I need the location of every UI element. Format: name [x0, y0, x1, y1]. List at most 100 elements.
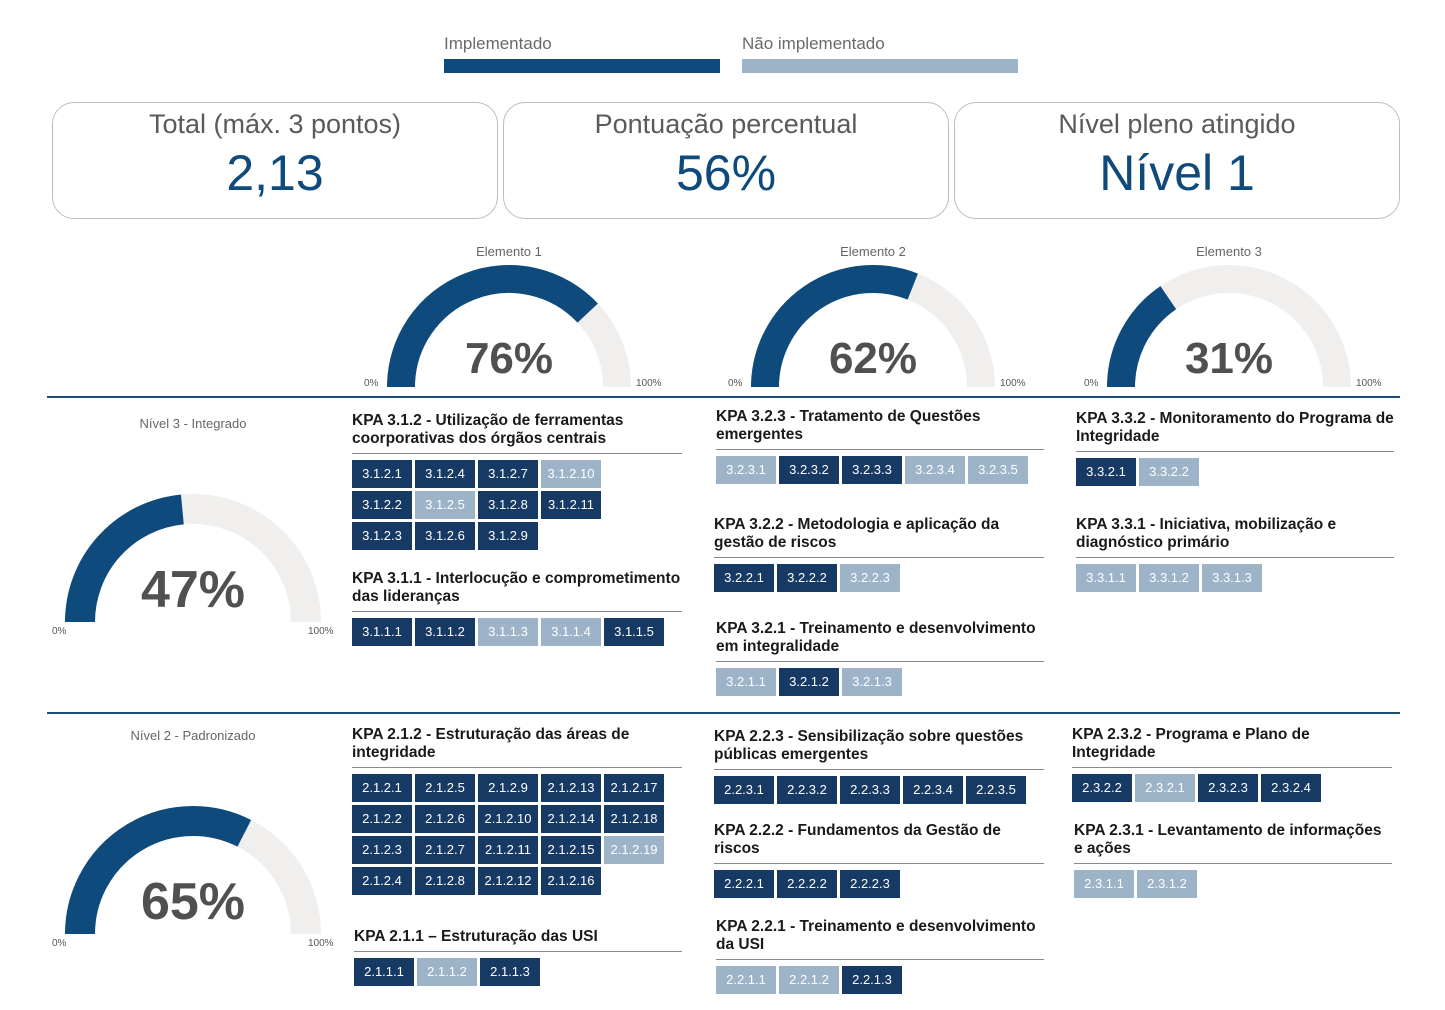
card-percentual: Pontuação percentual 56%: [503, 102, 949, 219]
card-nivel: Nível pleno atingido Nível 1: [954, 102, 1400, 219]
item-implemented: 2.1.2.10: [478, 805, 538, 833]
section-divider-nivel-3: [47, 396, 1400, 398]
item-implemented: 2.1.2.14: [541, 805, 601, 833]
item-implemented: 2.1.1.3: [480, 958, 540, 986]
kpa-title: KPA 2.1.2 - Estruturação das áreas de in…: [352, 726, 682, 768]
kpa-items: 2.1.1.1 2.1.1.2 2.1.1.3: [354, 958, 669, 986]
item-not-implemented: 3.3.2.2: [1139, 458, 1199, 486]
item-implemented: 2.1.2.2: [352, 805, 412, 833]
gauge-min-label: 0%: [728, 378, 743, 389]
kpa-title: KPA 2.3.2 - Programa e Plano de Integrid…: [1072, 726, 1392, 768]
kpa-items: 3.2.3.1 3.2.3.2 3.2.3.3 3.2.3.4 3.2.3.5: [716, 456, 1031, 484]
item-implemented: 3.2.2.2: [777, 564, 837, 592]
kpa-items: 2.2.2.1 2.2.2.2 2.2.2.3: [714, 870, 1029, 898]
item-not-implemented: 3.2.1.1: [716, 668, 776, 696]
gauge-elemento-2: Elemento 2 62% 0% 100%: [726, 242, 1036, 392]
kpa-items: 2.2.3.1 2.2.3.2 2.2.3.3 2.2.3.4 2.2.3.5: [714, 776, 1029, 804]
item-implemented: 2.1.2.13: [541, 774, 601, 802]
gauge-min-label: 0%: [52, 626, 67, 637]
item-not-implemented: 3.2.3.1: [716, 456, 776, 484]
item-implemented: 2.1.2.16: [541, 867, 601, 895]
gauge-title: Elemento 2: [840, 244, 906, 259]
item-not-implemented: 3.2.2.3: [840, 564, 900, 592]
legend-not-implemented-label: Não implementado: [742, 34, 885, 53]
item-implemented: 3.2.3.3: [842, 456, 902, 484]
item-implemented: 2.2.3.2: [777, 776, 837, 804]
item-not-implemented: 3.1.2.5: [415, 491, 475, 519]
item-implemented: 2.1.1.1: [354, 958, 414, 986]
item-not-implemented: 3.3.1.2: [1139, 564, 1199, 592]
item-not-implemented: 3.1.1.4: [541, 618, 601, 646]
item-implemented: 3.1.1.2: [415, 618, 475, 646]
item-implemented: 2.1.2.9: [478, 774, 538, 802]
item-not-implemented: 2.2.1.1: [716, 966, 776, 994]
item-implemented: 3.3.2.1: [1076, 458, 1136, 486]
gauge-max-label: 100%: [308, 938, 334, 949]
item-implemented: 2.1.2.7: [415, 836, 475, 864]
gauge-value: 31%: [1184, 334, 1274, 383]
gauge-max-label: 100%: [1356, 378, 1382, 389]
gauge-title: Elemento 3: [1196, 244, 1262, 259]
kpa-3-1-1: KPA 3.1.1 - Interlocução e comprometimen…: [352, 570, 682, 646]
item-implemented: 2.2.1.3: [842, 966, 902, 994]
gauge-fill: [65, 806, 252, 935]
gauge-max-label: 100%: [636, 378, 662, 389]
card-percentual-title: Pontuação percentual: [594, 109, 858, 139]
item-not-implemented: 3.1.1.3: [478, 618, 538, 646]
gauge-nivel-2: Nível 2 - Padronizado 65% 0% 100%: [50, 726, 350, 956]
item-implemented: 3.2.1.2: [779, 668, 839, 696]
card-total-value: 2,13: [226, 145, 324, 201]
item-not-implemented: 2.1.2.19: [604, 836, 664, 864]
item-implemented: 2.2.2.2: [777, 870, 837, 898]
gauge-svg: [751, 265, 995, 388]
item-implemented: 2.1.2.11: [478, 836, 538, 864]
gauge-max-label: 100%: [1000, 378, 1026, 389]
item-not-implemented: 3.2.3.4: [905, 456, 965, 484]
gauge-title: Nível 3 - Integrado: [139, 416, 247, 431]
gauge-elemento-1: Elemento 1 76% 0% 100%: [362, 242, 672, 392]
item-not-implemented: 2.3.2.1: [1135, 774, 1195, 802]
kpa-3-2-2: KPA 3.2.2 - Metodologia e aplicação da g…: [714, 516, 1044, 592]
item-implemented: 2.1.2.5: [415, 774, 475, 802]
kpa-title: KPA 3.2.3 - Tratamento de Questões emerg…: [716, 408, 1044, 450]
item-implemented: 2.1.2.4: [352, 867, 412, 895]
kpa-items: 2.3.1.1 2.3.1.2: [1074, 870, 1389, 898]
kpa-2-2-1: KPA 2.2.1 - Treinamento e desenvolviment…: [716, 918, 1044, 994]
kpa-title: KPA 3.1.1 - Interlocução e comprometimen…: [352, 570, 682, 612]
gauge-nivel-3: Nível 3 - Integrado 47% 0% 100%: [50, 414, 350, 644]
legend-not-implemented: Não implementado: [742, 34, 1018, 73]
item-implemented: 3.1.1.1: [352, 618, 412, 646]
item-not-implemented: 3.1.2.10: [541, 460, 601, 488]
kpa-title: KPA 3.3.2 - Monitoramento do Programa de…: [1076, 410, 1394, 452]
kpa-items: 3.2.1.1 3.2.1.2 3.2.1.3: [716, 668, 1031, 696]
item-implemented: 2.3.2.3: [1198, 774, 1258, 802]
item-implemented: 2.1.2.17: [604, 774, 664, 802]
card-nivel-value: Nível 1: [1099, 145, 1255, 201]
item-implemented: 2.1.2.8: [415, 867, 475, 895]
kpa-title: KPA 2.2.3 - Sensibilização sobre questõe…: [714, 728, 1044, 770]
item-not-implemented: 2.3.1.1: [1074, 870, 1134, 898]
legend-implemented-label: Implementado: [444, 34, 552, 53]
item-implemented: 2.1.2.18: [604, 805, 664, 833]
gauge-svg: [65, 494, 321, 623]
kpa-title: KPA 3.2.1 - Treinamento e desenvolviment…: [716, 620, 1044, 662]
item-implemented: 2.3.2.2: [1072, 774, 1132, 802]
kpa-3-2-3: KPA 3.2.3 - Tratamento de Questões emerg…: [716, 408, 1044, 484]
kpa-items: 3.1.1.1 3.1.1.2 3.1.1.3 3.1.1.4 3.1.1.5: [352, 618, 667, 646]
item-implemented: 2.1.2.6: [415, 805, 475, 833]
item-implemented: 2.2.3.1: [714, 776, 774, 804]
item-implemented: 2.1.2.3: [352, 836, 412, 864]
gauge-svg: [1107, 265, 1351, 388]
gauge-value: 47%: [140, 561, 246, 619]
section-divider-nivel-2: [47, 712, 1400, 714]
item-not-implemented: 3.2.3.5: [968, 456, 1028, 484]
item-implemented: 3.2.3.2: [779, 456, 839, 484]
kpa-items: 2.3.2.2 2.3.2.1 2.3.2.3 2.3.2.4: [1072, 774, 1387, 802]
item-implemented: 2.1.2.1: [352, 774, 412, 802]
kpa-title: KPA 2.2.2 - Fundamentos da Gestão de ris…: [714, 822, 1044, 864]
kpa-title: KPA 3.2.2 - Metodologia e aplicação da g…: [714, 516, 1044, 558]
kpa-2-1-2: KPA 2.1.2 - Estruturação das áreas de in…: [352, 726, 682, 895]
item-implemented: 3.1.2.6: [415, 522, 475, 550]
kpa-title: KPA 2.1.1 – Estruturação das USI: [354, 928, 682, 952]
kpa-2-2-2: KPA 2.2.2 - Fundamentos da Gestão de ris…: [714, 822, 1044, 898]
